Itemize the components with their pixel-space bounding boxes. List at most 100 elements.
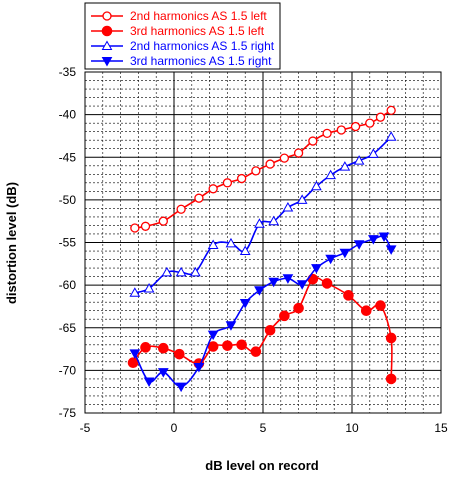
data-point — [175, 382, 187, 393]
data-point — [158, 216, 168, 226]
data-point — [296, 194, 308, 204]
data-point — [239, 299, 251, 309]
legend-item: 3rd harmonics AS 1.5 right — [91, 54, 272, 68]
data-point — [378, 232, 390, 243]
legend-item: 3rd harmonics AS 1.5 left — [91, 24, 265, 38]
data-point — [207, 341, 219, 352]
data-point — [375, 300, 386, 311]
data-point — [143, 283, 155, 293]
legend-marker — [102, 11, 112, 21]
y-tick-label: -40 — [59, 108, 77, 122]
x-tick-label: -5 — [80, 421, 91, 435]
data-point — [157, 368, 169, 378]
legend-label: 2nd harmonics AS 1.5 left — [130, 9, 267, 23]
data-point — [225, 237, 237, 248]
data-point — [325, 169, 336, 180]
data-point — [161, 266, 173, 277]
data-point — [236, 173, 247, 184]
data-point — [350, 121, 361, 132]
y-tick-label: -55 — [59, 236, 77, 250]
data-point — [296, 280, 308, 290]
data-point — [225, 321, 237, 331]
data-point — [143, 377, 155, 387]
data-point — [386, 105, 396, 116]
data-point — [385, 373, 397, 385]
tick-labels: -5 0 5 10 15-35-40-45-50-55-60-65-70-75 — [59, 65, 448, 435]
data-point — [207, 239, 219, 250]
y-axis-title: distortion level (dB) — [4, 182, 19, 304]
legend-label: 3rd harmonics AS 1.5 right — [130, 54, 272, 68]
data-point — [368, 148, 379, 158]
y-tick-label: -75 — [59, 406, 77, 420]
data-point — [353, 155, 365, 165]
data-point — [385, 245, 397, 255]
series-3 — [129, 131, 397, 297]
legend-marker — [101, 57, 113, 67]
data-point — [282, 274, 294, 284]
y-tick-label: -35 — [59, 65, 77, 79]
data-point — [311, 264, 322, 274]
x-tick-label: 15 — [434, 421, 448, 435]
data-point — [336, 125, 346, 135]
legend-item: 2nd harmonics AS 1.5 right — [91, 39, 275, 53]
data-point — [282, 202, 294, 212]
data-point — [239, 245, 251, 256]
legend-marker — [101, 40, 113, 50]
data-point — [140, 221, 151, 231]
data-point — [311, 180, 322, 191]
data-point — [385, 131, 397, 141]
series — [127, 105, 397, 393]
data-point — [353, 240, 365, 250]
data-point — [236, 339, 247, 351]
data-point — [222, 178, 233, 188]
legend-label: 3rd harmonics AS 1.5 left — [130, 24, 265, 38]
y-tick-label: -45 — [59, 150, 77, 164]
y-tick-label: -50 — [59, 193, 77, 207]
data-point — [265, 159, 275, 169]
data-point — [339, 161, 351, 171]
data-point — [251, 166, 261, 176]
x-tick-label: 0 — [171, 421, 178, 435]
data-point — [254, 286, 265, 296]
data-point — [365, 118, 375, 128]
data-point — [222, 340, 233, 351]
data-point — [127, 357, 139, 369]
legend-item: 2nd harmonics AS 1.5 left — [91, 9, 267, 23]
grid — [84, 71, 442, 414]
data-point — [174, 348, 185, 360]
y-tick-label: -70 — [59, 363, 77, 377]
data-point — [190, 266, 201, 277]
data-point — [250, 346, 262, 357]
data-point — [264, 325, 276, 336]
data-point — [254, 218, 265, 228]
data-point — [194, 193, 204, 203]
data-point — [268, 215, 280, 226]
series-1 — [130, 105, 396, 233]
data-point — [208, 184, 218, 194]
data-point — [129, 349, 141, 359]
data-point — [293, 148, 304, 158]
data-point — [176, 204, 186, 214]
data-point — [293, 302, 304, 314]
legend-box — [84, 2, 281, 70]
data-point — [130, 223, 140, 233]
plot-frame — [84, 71, 442, 414]
data-point — [321, 278, 333, 289]
data-point — [343, 290, 354, 301]
series-4 — [129, 232, 397, 393]
data-point — [308, 136, 318, 146]
x-tick-label: 5 — [260, 421, 267, 435]
x-axis-title: dB level on record — [205, 458, 318, 473]
data-point — [339, 248, 351, 259]
data-point — [325, 254, 336, 265]
data-point — [279, 153, 290, 163]
data-point — [129, 287, 141, 297]
data-point — [158, 342, 169, 354]
data-point — [175, 266, 187, 277]
legend-label: 2nd harmonics AS 1.5 right — [130, 39, 275, 53]
data-point — [268, 277, 280, 288]
data-point — [360, 305, 372, 317]
x-tick-label: 10 — [345, 421, 359, 435]
